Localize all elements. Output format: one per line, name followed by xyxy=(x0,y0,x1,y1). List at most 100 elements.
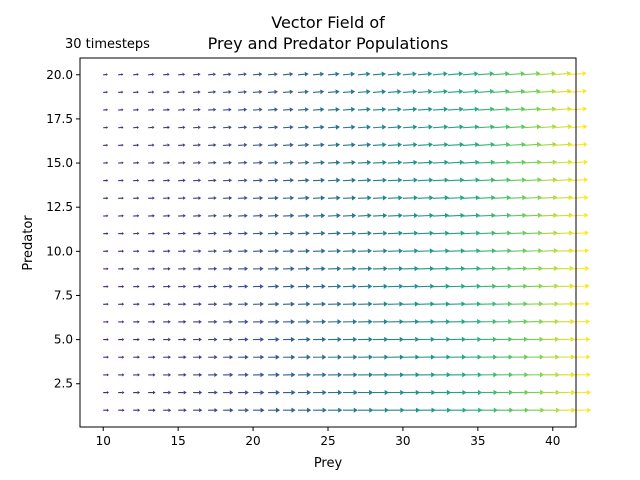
vector-arrow-shaft xyxy=(522,250,539,252)
vector-arrow-shaft xyxy=(402,179,414,182)
vector-arrow-head xyxy=(274,195,279,201)
vector-arrow-head xyxy=(351,142,356,148)
vector-arrow-head xyxy=(321,248,326,254)
vector-arrow-head xyxy=(152,249,155,253)
vector-arrow-head xyxy=(583,124,588,130)
vector-arrow-head xyxy=(137,249,140,253)
vector-arrow-head xyxy=(275,231,279,236)
vector-arrow-head xyxy=(290,266,295,272)
vector-arrow-shaft xyxy=(357,144,367,146)
vector-arrow-head xyxy=(398,177,403,183)
vector-arrow-head xyxy=(320,195,326,201)
vector-arrow-head xyxy=(350,89,356,95)
vector-arrow-head xyxy=(275,390,280,396)
vector-arrow-head xyxy=(121,267,125,271)
vector-arrow-head xyxy=(290,301,295,307)
vector-arrow-head xyxy=(137,355,140,359)
vector-arrow-head xyxy=(167,231,171,236)
vector-arrow-head xyxy=(399,301,404,307)
vector-arrow-shaft xyxy=(372,179,383,182)
vector-arrow-shaft xyxy=(387,73,398,76)
vector-arrow-shaft xyxy=(462,108,475,111)
vector-arrow-head xyxy=(214,355,218,360)
vector-arrow-shaft xyxy=(522,73,537,76)
vector-arrow-shaft xyxy=(432,91,444,93)
vector-arrow-head xyxy=(474,88,479,95)
y-axis-label: Predator xyxy=(21,215,36,271)
vector-arrow-shaft xyxy=(372,144,383,146)
vector-arrow-head xyxy=(182,160,186,165)
vector-arrow-head xyxy=(397,159,403,166)
vector-arrow-head xyxy=(414,230,419,236)
vector-arrow-shaft xyxy=(402,197,414,199)
vector-arrow-head xyxy=(167,284,171,289)
vector-arrow-head xyxy=(490,106,495,112)
x-tick-label: 25 xyxy=(320,434,335,448)
vector-arrow-head xyxy=(445,283,450,289)
vector-arrow-head xyxy=(551,71,556,77)
vector-arrow-head xyxy=(213,107,217,112)
vector-arrow-head xyxy=(183,266,187,271)
vector-arrow-shaft xyxy=(477,126,491,129)
vector-arrow-head xyxy=(414,283,419,289)
vector-arrow-shaft xyxy=(462,214,477,217)
vector-arrow-shaft xyxy=(537,143,553,146)
vector-arrow-head xyxy=(214,390,218,395)
vector-arrow-shaft xyxy=(357,73,367,76)
vector-arrow-head xyxy=(274,160,279,165)
vector-arrow-shaft xyxy=(522,90,537,93)
vector-arrow-head xyxy=(136,108,139,112)
vector-arrow-head xyxy=(259,213,264,218)
vector-arrow-head xyxy=(151,72,155,77)
y-tick-label: 7.5 xyxy=(54,288,73,302)
vector-arrow-head xyxy=(244,266,249,271)
vector-arrow-head xyxy=(183,231,186,236)
vector-arrow-head xyxy=(337,319,342,325)
vector-arrow-shaft xyxy=(552,108,568,111)
vector-arrow-head xyxy=(489,88,495,95)
vector-arrow-head xyxy=(553,212,558,218)
vector-arrow-head xyxy=(244,213,248,218)
vector-arrow-head xyxy=(350,106,356,113)
vector-arrow-head xyxy=(168,408,172,413)
vector-arrow-head xyxy=(183,284,187,289)
vector-arrow-head xyxy=(167,161,171,165)
vector-arrow-head xyxy=(213,213,217,218)
vector-arrow-head xyxy=(398,230,403,236)
vector-arrow-head xyxy=(305,248,311,254)
vector-arrow-head xyxy=(383,266,388,272)
vector-arrow-shaft xyxy=(283,91,290,93)
vector-arrow-head xyxy=(229,407,234,413)
vector-arrow-head xyxy=(384,336,389,343)
vector-arrow-head xyxy=(506,177,511,183)
x-tick-label: 15 xyxy=(171,434,186,448)
vector-arrow-shaft xyxy=(432,108,444,111)
vector-arrow-head xyxy=(259,266,264,272)
vector-arrow-head xyxy=(213,125,217,130)
vector-arrow-head xyxy=(586,354,591,360)
vector-arrow-head xyxy=(351,159,356,166)
vector-arrow-head xyxy=(381,106,387,113)
vector-arrow-shaft xyxy=(432,232,446,235)
vector-arrow-head xyxy=(320,213,326,219)
vector-arrow-head xyxy=(182,143,186,147)
vector-arrow-head xyxy=(382,195,388,201)
vector-arrow-head xyxy=(289,107,294,112)
vector-arrow-head xyxy=(352,248,357,254)
vector-arrow-head xyxy=(274,89,278,95)
vector-arrow-head xyxy=(338,407,343,413)
vector-arrow-head xyxy=(290,213,295,219)
vector-arrow-shaft xyxy=(342,73,351,76)
vector-arrow-head xyxy=(229,301,233,307)
vector-arrow-head xyxy=(553,194,558,201)
vector-arrow-head xyxy=(400,372,405,378)
vector-arrow-head xyxy=(428,124,433,130)
vector-arrow-head xyxy=(537,212,543,218)
vector-arrow-head xyxy=(259,89,263,95)
vector-arrow-shaft xyxy=(462,232,477,235)
vector-arrow-head xyxy=(136,72,139,76)
vector-arrow-head xyxy=(443,71,448,77)
vector-arrow-head xyxy=(259,125,263,130)
vector-arrow-head xyxy=(243,89,248,95)
vector-arrow-head xyxy=(443,124,449,130)
